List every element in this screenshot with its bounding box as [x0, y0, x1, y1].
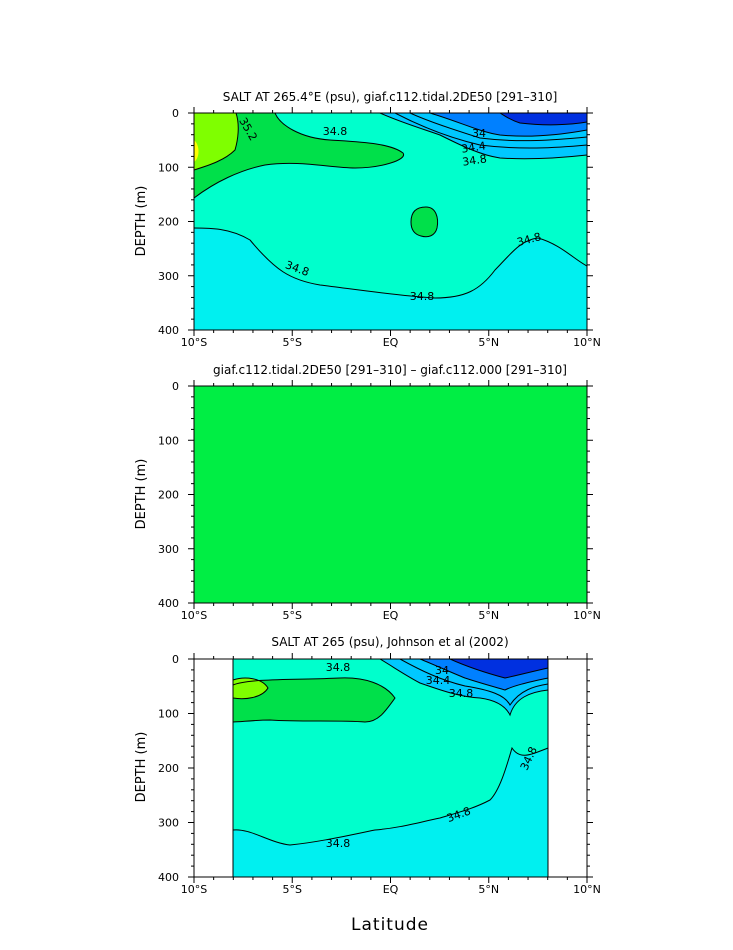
y-tick-label: 400 — [158, 324, 179, 337]
y-tick-label: 200 — [158, 216, 179, 229]
contour-line — [194, 227, 587, 299]
x-tick-label: EQ — [383, 609, 399, 622]
x-tick-label: EQ — [383, 883, 399, 896]
contour-label: 34.8 — [449, 687, 474, 700]
y-tick-label: 200 — [158, 489, 179, 502]
y-tick-label: 300 — [158, 817, 179, 830]
contour-line — [429, 113, 587, 137]
contour-label: 34.8 — [516, 230, 543, 249]
contour-lines-bottom — [232, 659, 549, 846]
x-tick-label: 5°S — [283, 609, 302, 622]
y-tick-label: 400 — [158, 597, 179, 610]
y-tick-label: 0 — [172, 380, 179, 393]
panel-bottom-plot — [232, 659, 549, 877]
region-salty-blob — [411, 207, 438, 237]
contour-line — [194, 113, 404, 199]
panel-bottom: SALT AT 265 (psu), Johnson et al (2002) … — [134, 635, 601, 896]
y-tick-label: 300 — [158, 270, 179, 283]
difference-field — [194, 386, 587, 603]
contour-label: 34.4 — [426, 674, 451, 687]
region-salty-core — [194, 113, 404, 198]
contour-line — [379, 659, 549, 717]
panel-middle-title: giaf.c112.tidal.2DE50 [291–310] – giaf.c… — [213, 363, 567, 377]
panel-top-axes: 10°S 5°S EQ 5°N 10°N 0 100 200 300 400 — [158, 107, 601, 349]
x-tick-label: 10°N — [573, 609, 601, 622]
contour-label: 34.4 — [460, 139, 486, 155]
panel-middle-ylabel: DEPTH (m) — [134, 459, 149, 530]
contour-line — [499, 113, 587, 126]
x-tick-label: 10°S — [181, 609, 207, 622]
contour-line — [232, 677, 269, 700]
y-tick-label: 0 — [172, 107, 179, 120]
panel-top: SALT AT 265.4°E (psu), giaf.c112.tidal.2… — [134, 90, 601, 349]
y-tick-label: 0 — [172, 653, 179, 666]
x-tick-label: 10°S — [181, 883, 207, 896]
y-tick-label: 100 — [158, 161, 179, 174]
contour-label: 34.8 — [326, 837, 351, 850]
x-tick-label: EQ — [383, 336, 399, 349]
contour-line — [394, 113, 587, 149]
contour-label: 34.8 — [461, 152, 487, 168]
x-tick-label: 5°S — [283, 883, 302, 896]
y-tick-label: 300 — [158, 543, 179, 556]
contour-line — [409, 113, 587, 142]
contour-line — [449, 659, 549, 679]
panel-middle: giaf.c112.tidal.2DE50 [291–310] – giaf.c… — [134, 363, 601, 622]
y-tick-label: 100 — [158, 708, 179, 721]
x-tick-label: 10°S — [181, 336, 207, 349]
contour-line — [194, 113, 239, 171]
contour-label: 34.8 — [323, 125, 348, 138]
contour-label: 34 — [435, 664, 449, 677]
contour-line — [410, 206, 439, 238]
panel-top-ylabel: DEPTH (m) — [134, 186, 149, 257]
panel-bottom-title: SALT AT 265 (psu), Johnson et al (2002) — [271, 635, 508, 649]
panel-bottom-axes: 10°S 5°S EQ 5°N 10°N 0 100 200 300 400 — [158, 653, 601, 896]
contour-line — [419, 659, 549, 691]
panel-middle-axes: 10°S 5°S EQ 5°N 10°N 0 100 200 300 400 — [158, 380, 601, 622]
contour-line — [399, 659, 549, 706]
contour-lines-top — [194, 113, 587, 299]
contour-line — [232, 746, 549, 846]
y-tick-label: 100 — [158, 434, 179, 447]
contour-label: 34.8 — [410, 290, 435, 303]
x-tick-label: 10°N — [573, 336, 601, 349]
region-saltiest — [233, 678, 268, 699]
x-axis-title: Latitude — [351, 915, 429, 935]
x-tick-label: 10°N — [573, 883, 601, 896]
contour-line — [379, 113, 587, 160]
region-salty-core — [233, 677, 395, 722]
panel-top-plot — [194, 113, 587, 330]
panel-bottom-ylabel: DEPTH (m) — [134, 732, 149, 803]
region-max-salinity — [194, 140, 199, 162]
panel-top-title: SALT AT 265.4°E (psu), giaf.c112.tidal.2… — [223, 90, 558, 104]
contour-label: 34 — [472, 127, 486, 140]
region-fresh-surface-3 — [500, 113, 587, 125]
y-tick-label: 400 — [158, 871, 179, 884]
x-tick-label: 5°N — [478, 883, 499, 896]
y-tick-label: 200 — [158, 762, 179, 775]
contour-line — [232, 677, 396, 723]
contour-label: 34.8 — [326, 661, 351, 674]
x-tick-label: 5°N — [478, 609, 499, 622]
x-tick-label: 5°N — [478, 336, 499, 349]
x-tick-label: 5°S — [283, 336, 302, 349]
